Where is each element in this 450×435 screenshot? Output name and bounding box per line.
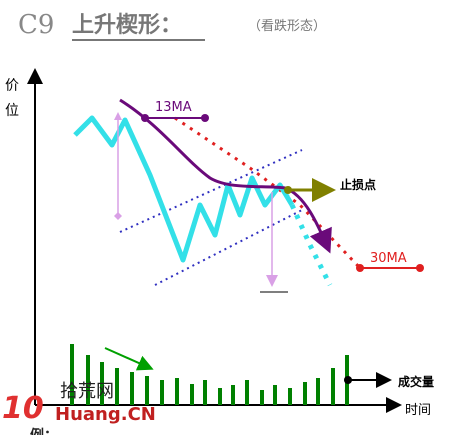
watermark-site: 拾荒网 bbox=[60, 381, 114, 402]
ma30-line bbox=[174, 116, 362, 270]
ma13-dot bbox=[201, 114, 209, 122]
stop-dot bbox=[284, 186, 292, 194]
volume-bars bbox=[70, 344, 349, 405]
y-label: 位 bbox=[5, 103, 19, 119]
watermark-number: 10 bbox=[2, 391, 44, 426]
price-projection bbox=[289, 203, 333, 287]
volume-dot bbox=[344, 376, 352, 384]
y-label: 价 bbox=[5, 78, 19, 94]
title: 上升楔形： bbox=[72, 12, 182, 38]
code: C9 bbox=[18, 10, 54, 40]
volume-trend bbox=[104, 347, 154, 371]
ma13-line bbox=[119, 98, 332, 254]
x-label: 时间 bbox=[405, 403, 431, 418]
stop-label: 止损点 bbox=[340, 177, 376, 192]
example-label: 例： bbox=[30, 427, 58, 435]
ma30-label: 30MA bbox=[370, 251, 407, 266]
price-line bbox=[73, 115, 295, 263]
ma13-dot bbox=[141, 114, 149, 122]
watermark-domain: Huang.CN bbox=[55, 404, 156, 425]
ma30-dot bbox=[356, 264, 364, 272]
ma30-dot bbox=[416, 264, 424, 272]
ma13-label: 13MA bbox=[155, 100, 192, 115]
subtitle: （看跌形态） bbox=[248, 18, 326, 34]
volume-label: 成交量 bbox=[398, 374, 434, 389]
